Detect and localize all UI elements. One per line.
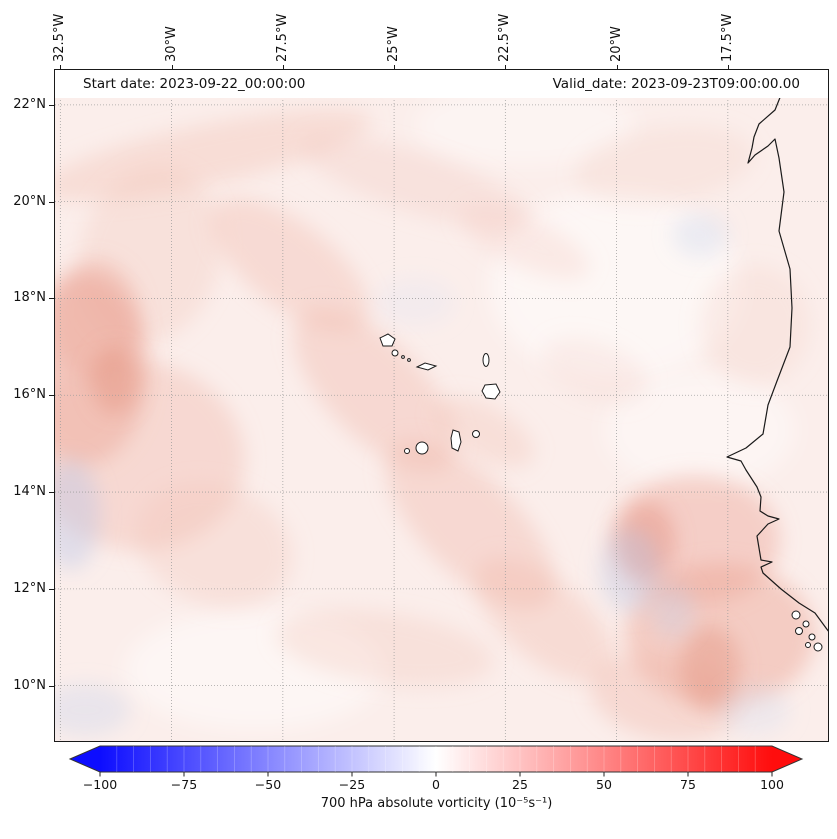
vorticity-blob <box>275 609 495 687</box>
lat-tick <box>49 298 54 300</box>
lon-tick <box>60 65 62 70</box>
island-fogo <box>415 441 429 455</box>
vorticity-blob <box>672 213 728 257</box>
lon-tick <box>282 65 284 70</box>
vorticity-blob <box>542 337 648 403</box>
colorbar-tick-label: −25 <box>339 777 365 792</box>
vorticity-blob <box>474 557 616 683</box>
colorbar-tick-layer <box>99 772 773 777</box>
island-boa-vista <box>481 383 501 400</box>
map-plot: Start date: 2023-09-22_00:00:00 Valid_da… <box>54 69 829 742</box>
lon-tick-label: 27.5°W <box>274 13 290 62</box>
lon-tick <box>394 65 396 70</box>
island-bijagos-2 <box>802 620 810 628</box>
colorbar-tick-label: 100 <box>760 777 784 792</box>
cape-verde-islands-layer <box>379 333 823 652</box>
lat-tick-label: 20°N <box>13 193 46 209</box>
lon-tick-label: 30°W <box>163 26 179 62</box>
vorticity-blob <box>375 278 455 326</box>
vorticity-blob <box>605 370 795 490</box>
lon-tick <box>505 65 507 70</box>
lat-tick-label: 14°N <box>13 484 46 500</box>
start-date-label: Start date: 2023-09-22_00:00:00 <box>83 76 306 92</box>
map-svg <box>55 70 828 741</box>
lon-tick-label: 25°W <box>386 26 402 62</box>
plot-header: Start date: 2023-09-22_00:00:00 Valid_da… <box>55 70 828 98</box>
vorticity-blob <box>700 265 810 385</box>
colorbar-segments <box>116 746 756 772</box>
gridline-layer <box>55 70 828 741</box>
vorticity-blob <box>460 204 590 280</box>
lat-tick <box>49 492 54 494</box>
vorticity-blob <box>293 308 457 472</box>
lat-tick-label: 10°N <box>13 677 46 693</box>
colorbar-tick-label: −100 <box>83 777 117 792</box>
africa-coastline <box>726 70 828 632</box>
island-santo-antao <box>379 333 396 347</box>
vorticity-blob <box>435 396 535 468</box>
colorbar-tick-label: −75 <box>171 777 197 792</box>
lon-tick <box>616 65 618 70</box>
colorbar-tick-label: 50 <box>596 777 612 792</box>
vorticity-blob <box>651 582 695 638</box>
lat-tick <box>49 685 54 687</box>
lon-tick-label: 20°W <box>608 26 624 62</box>
island-sao-nicolau <box>415 362 438 371</box>
vorticity-blob <box>680 626 740 710</box>
vorticity-blob <box>600 528 660 612</box>
vorticity-blob <box>55 684 130 736</box>
colorbar-tick-label: 0 <box>432 777 440 792</box>
colorbar: −100 −75 −50 −25 0 25 50 75 100 <box>68 745 804 792</box>
lat-tick-label: 18°N <box>13 290 46 306</box>
lat-tick-label: 12°N <box>13 580 46 596</box>
lon-tick <box>727 65 729 70</box>
vorticity-blob <box>300 135 530 229</box>
lon-tick-label: 22.5°W <box>497 13 513 62</box>
colorbar-tick-label: −50 <box>255 777 281 792</box>
valid-date-label: Valid_date: 2023-09-23T09:00:00.00 <box>552 76 800 92</box>
vorticity-blob <box>575 125 755 205</box>
island-sal <box>482 353 490 367</box>
vorticity-blob <box>137 482 293 608</box>
colorbar-tick-label: 75 <box>680 777 696 792</box>
vorticity-blob <box>91 346 139 414</box>
island-bijagos-3 <box>795 627 803 635</box>
vorticity-field-layer <box>55 85 815 741</box>
colorbar-tick-label: 25 <box>512 777 528 792</box>
lat-tick <box>49 201 54 203</box>
island-brava <box>404 448 410 454</box>
island-bijagos-4 <box>808 633 816 641</box>
vorticity-blob <box>210 197 370 333</box>
island-maio <box>472 430 480 438</box>
lon-tick-label: 17.5°W <box>719 13 735 62</box>
island-santa-luzia <box>401 355 405 359</box>
colorbar-label: 700 hPa absolute vorticity (10⁻⁵s⁻¹) <box>320 796 553 811</box>
lat-tick-label: 16°N <box>13 387 46 403</box>
lon-tick <box>171 65 173 70</box>
island-bijagos-5 <box>813 642 823 652</box>
lat-tick-label: 22°N <box>13 96 46 112</box>
lon-tick-label: 32.5°W <box>52 13 68 62</box>
colorbar-label-layer: −100 −75 −50 −25 0 25 50 75 100 <box>83 777 784 792</box>
vorticity-blob <box>720 685 790 735</box>
island-islet <box>407 358 411 362</box>
vorticity-blob <box>55 460 100 570</box>
lat-tick <box>49 104 54 106</box>
lat-tick <box>49 395 54 397</box>
lat-tick <box>49 588 54 590</box>
island-santiago <box>450 429 462 452</box>
island-bijagos-1 <box>791 610 801 620</box>
island-bijagos-6 <box>805 642 811 648</box>
island-sao-vicente <box>391 349 399 357</box>
coastline-layer <box>726 70 828 632</box>
vorticity-blob <box>55 109 372 201</box>
